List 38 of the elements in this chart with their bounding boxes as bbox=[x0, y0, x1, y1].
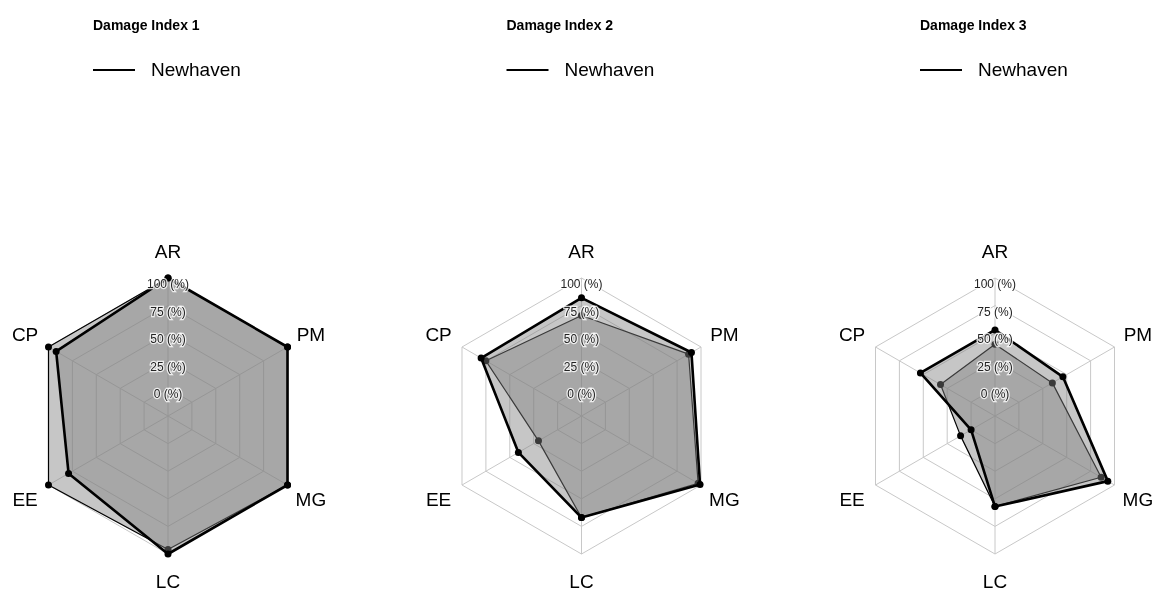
y-tick-label: 25 (%) bbox=[977, 359, 1013, 374]
y-tick-label: 100 (%) bbox=[973, 277, 1017, 291]
y-tick-label: 75 (%) bbox=[150, 304, 186, 319]
spoke-label: PM bbox=[1123, 323, 1153, 345]
spoke-label: AR bbox=[981, 241, 1009, 262]
spoke-label: EE bbox=[839, 488, 865, 510]
spoke-label: CP bbox=[838, 323, 866, 345]
y-tick-label: 75 (%) bbox=[563, 304, 600, 319]
y-tick-label: 75 (%) bbox=[977, 304, 1013, 319]
y-tick-label: 0 (%) bbox=[153, 387, 183, 402]
spoke-label: EE bbox=[425, 488, 452, 510]
spoke-label: LC bbox=[155, 571, 181, 591]
legend-label: Newhaven bbox=[978, 59, 1068, 80]
spoke-label: LC bbox=[569, 571, 594, 591]
chart-title: Damage Index 3 bbox=[920, 17, 1027, 33]
spoke-label: CP bbox=[425, 323, 452, 345]
y-tick-label: 0 (%) bbox=[567, 387, 596, 402]
spoke-label: MG bbox=[295, 488, 327, 510]
spoke-label: LC bbox=[982, 571, 1008, 591]
spoke-label: PM bbox=[296, 323, 326, 345]
spoke-label: MG bbox=[709, 488, 740, 510]
y-tick-label: 0 (%) bbox=[980, 387, 1010, 402]
spoke-label: AR bbox=[154, 241, 182, 262]
y-tick-label: 100 (%) bbox=[560, 277, 603, 291]
y-tick-label: 50 (%) bbox=[563, 332, 600, 347]
y-tick-label: 25 (%) bbox=[150, 359, 186, 374]
y-tick-label: 25 (%) bbox=[563, 359, 600, 374]
legend-label: Newhaven bbox=[151, 59, 241, 80]
spoke-label: PM bbox=[710, 323, 739, 345]
spoke-label: EE bbox=[12, 488, 38, 510]
y-tick-label: 50 (%) bbox=[150, 332, 186, 347]
spoke-label: AR bbox=[568, 241, 595, 262]
y-tick-label: 100 (%) bbox=[146, 277, 190, 291]
legend-label: Newhaven bbox=[564, 59, 655, 80]
chart-title: Damage Index 2 bbox=[506, 17, 614, 33]
chart-title: Damage Index 1 bbox=[93, 17, 200, 33]
spoke-label: MG bbox=[1122, 488, 1154, 510]
spoke-label: CP bbox=[11, 323, 39, 345]
